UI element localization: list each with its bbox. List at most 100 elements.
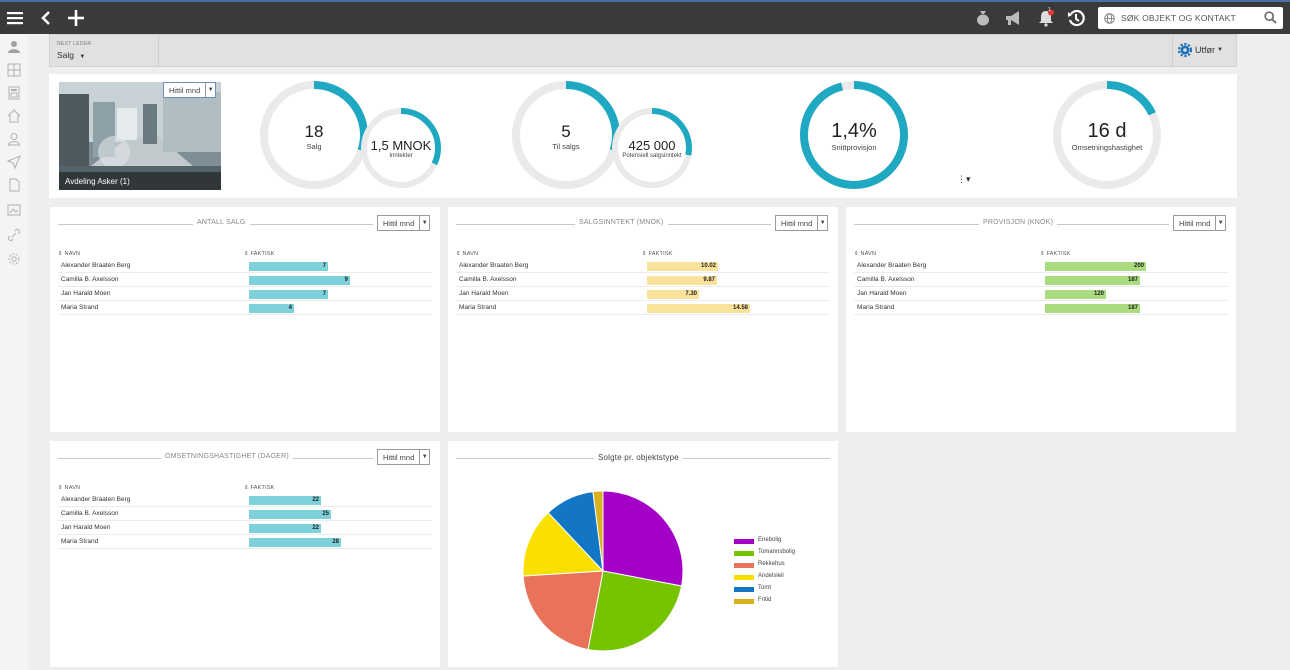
add-icon[interactable] bbox=[67, 7, 85, 29]
bar-value: 7 bbox=[322, 263, 326, 269]
period-label: Hittil mnd bbox=[383, 218, 415, 228]
legend-label: Enebolig bbox=[758, 537, 782, 543]
pie-slice[interactable] bbox=[522, 511, 605, 577]
bar-value: 120 bbox=[1093, 291, 1104, 297]
kpi-card: 18 Salg bbox=[256, 77, 372, 193]
grid-icon[interactable] bbox=[7, 63, 21, 77]
panel-antall-salg: ANTALL SALG Hittil mnd ▼ ⇕ NAVN ⇕ FAKTISK Ale… bbox=[50, 207, 440, 432]
table-row: Alexander Braaten Berg 200 bbox=[854, 259, 1228, 273]
row-name: Alexander Braaten Berg bbox=[61, 262, 131, 269]
kpi-label: Salg bbox=[306, 142, 322, 152]
caret-down-icon: ▼ bbox=[817, 216, 827, 230]
gear-icon[interactable] bbox=[7, 252, 21, 266]
history-icon[interactable] bbox=[1066, 7, 1086, 29]
home-icon[interactable] bbox=[7, 109, 21, 123]
column-header-actual[interactable]: ⇕ FAKTISK bbox=[1040, 251, 1071, 257]
pie-slice[interactable] bbox=[602, 490, 684, 587]
row-name: Jan Harald Moen bbox=[61, 290, 111, 297]
period-dropdown[interactable]: Hittil mnd ▼ bbox=[377, 449, 431, 465]
kpi-row: Avdeling Asker (1) Hittil mnd ▼ 18 Salg 1,… bbox=[49, 74, 1237, 198]
document-icon[interactable] bbox=[7, 178, 21, 192]
bar-value: 14.58 bbox=[732, 305, 748, 311]
bar-value: 22 bbox=[312, 497, 319, 503]
kpi-label: Inntekter bbox=[389, 152, 413, 159]
kpi-value: 5 bbox=[561, 122, 571, 142]
bar-value: 200 bbox=[1133, 263, 1144, 269]
column-header-name[interactable]: ⇕ NAVN bbox=[456, 251, 479, 257]
person-icon[interactable] bbox=[7, 132, 21, 146]
column-header-name[interactable]: ⇕ NAVN bbox=[58, 251, 81, 257]
action-button[interactable]: Utfør ▼ bbox=[1178, 43, 1223, 57]
globe-icon bbox=[1104, 12, 1115, 24]
pie-slice[interactable] bbox=[592, 490, 604, 572]
table-row: Alexander Braaten Berg 22 bbox=[58, 493, 432, 507]
panel-title: ANTALL SALG bbox=[193, 219, 250, 226]
legend-swatch bbox=[734, 539, 754, 544]
panel-salgsinntekt: SALGSINNTEKT (MNOK) Hittil mnd ▼ ⇕ NAVN ⇕ FA… bbox=[448, 207, 838, 432]
search-placeholder: SØK OBJEKT OG KONTAKT bbox=[1121, 13, 1236, 23]
table-row: Maria Strand 187 bbox=[854, 301, 1228, 315]
value-bar: 7 bbox=[249, 262, 328, 271]
bar-value: 9 bbox=[344, 277, 348, 283]
period-label: Hittil mnd bbox=[169, 85, 201, 95]
ring-progress bbox=[1053, 81, 1161, 189]
pie-slice[interactable] bbox=[522, 570, 604, 651]
period-dropdown[interactable]: Hittil mnd ▼ bbox=[775, 215, 829, 231]
value-bar: 10.02 bbox=[647, 262, 718, 271]
panel-provisjon: PROVISJON (KNOK) Hittil mnd ▼ ⇕ NAVN ⇕ FAKTI… bbox=[846, 207, 1236, 432]
column-header-actual[interactable]: ⇕ FAKTISK bbox=[244, 251, 275, 257]
panel-omsetningshastighet: OMSETNINGSHASTIGHET (DAGER) Hittil mnd ▼ ⇕ … bbox=[50, 441, 440, 667]
panel-title: OMSETNINGSHASTIGHET (DAGER) bbox=[161, 453, 293, 460]
value-bar: 28 bbox=[249, 538, 341, 547]
send-icon[interactable] bbox=[6, 155, 21, 170]
legend-label: Rekkehus bbox=[758, 561, 785, 567]
column-header-name[interactable]: ⇕ NAVN bbox=[854, 251, 877, 257]
action-label: Utfør bbox=[1195, 45, 1215, 55]
department-photo: Avdeling Asker (1) Hittil mnd ▼ bbox=[59, 82, 221, 190]
table-row: Camilla B. Axelsson 25 bbox=[58, 507, 432, 521]
bar-value: 22 bbox=[312, 525, 319, 531]
kpi-card: 1,4% Snittprovisjon bbox=[796, 77, 912, 193]
row-name: Maria Strand bbox=[61, 538, 99, 545]
row-name: Alexander Braaten Berg bbox=[61, 496, 131, 503]
ring-progress bbox=[800, 81, 908, 189]
row-name: Jan Harald Moen bbox=[857, 290, 907, 297]
table-row: Alexander Braaten Berg 7 bbox=[58, 259, 432, 273]
bar-value: 9.87 bbox=[703, 277, 715, 283]
value-bar: 22 bbox=[249, 496, 321, 505]
column-header-name[interactable]: ⇕ NAVN bbox=[58, 485, 81, 491]
panel-title: Solgte pr. objektstype bbox=[594, 453, 683, 462]
value-bar: 7 bbox=[249, 290, 328, 299]
column-header-actual[interactable]: ⇕ FAKTISK bbox=[244, 485, 275, 491]
column-header-actual[interactable]: ⇕ FAKTISK bbox=[642, 251, 673, 257]
more-options-icon[interactable]: ⋮▾ bbox=[957, 174, 971, 184]
kpi-ring bbox=[800, 81, 908, 189]
role-dropdown[interactable]: Salg ▼ bbox=[57, 50, 85, 60]
kpi-label: Til salgs bbox=[552, 142, 580, 152]
photo-caption: Avdeling Asker (1) bbox=[59, 172, 221, 190]
period-dropdown[interactable]: Hittil mnd ▼ bbox=[377, 215, 431, 231]
table-row: Jan Harald Moen 120 bbox=[854, 287, 1228, 301]
megaphone-icon[interactable] bbox=[1004, 7, 1024, 29]
value-bar: 14.58 bbox=[647, 304, 750, 313]
back-icon[interactable] bbox=[38, 7, 54, 29]
link-icon[interactable] bbox=[7, 228, 21, 242]
search-icon[interactable] bbox=[1264, 11, 1277, 24]
bell-icon[interactable]: 1 bbox=[1036, 7, 1056, 29]
bar-value: 10.02 bbox=[700, 263, 716, 269]
left-sidebar bbox=[0, 34, 28, 670]
user-group-icon[interactable] bbox=[7, 40, 21, 54]
table-row: Maria Strand 14.58 bbox=[456, 301, 830, 315]
table-row: Jan Harald Moen 22 bbox=[58, 521, 432, 535]
row-name: Camilla B. Axelsson bbox=[61, 510, 119, 517]
menu-icon[interactable] bbox=[6, 7, 24, 29]
row-name: Alexander Braaten Berg bbox=[459, 262, 529, 269]
pie-slice[interactable] bbox=[587, 570, 683, 652]
search-input[interactable]: SØK OBJEKT OG KONTAKT bbox=[1098, 7, 1283, 29]
money-bag-icon[interactable] bbox=[974, 7, 992, 29]
kpi-value: 425 000 bbox=[628, 137, 676, 153]
period-dropdown[interactable]: Hittil mnd ▼ bbox=[1173, 215, 1227, 231]
image-icon[interactable] bbox=[7, 203, 21, 217]
calculator-icon[interactable] bbox=[7, 86, 21, 100]
period-dropdown[interactable]: Hittil mnd ▼ bbox=[163, 82, 217, 98]
